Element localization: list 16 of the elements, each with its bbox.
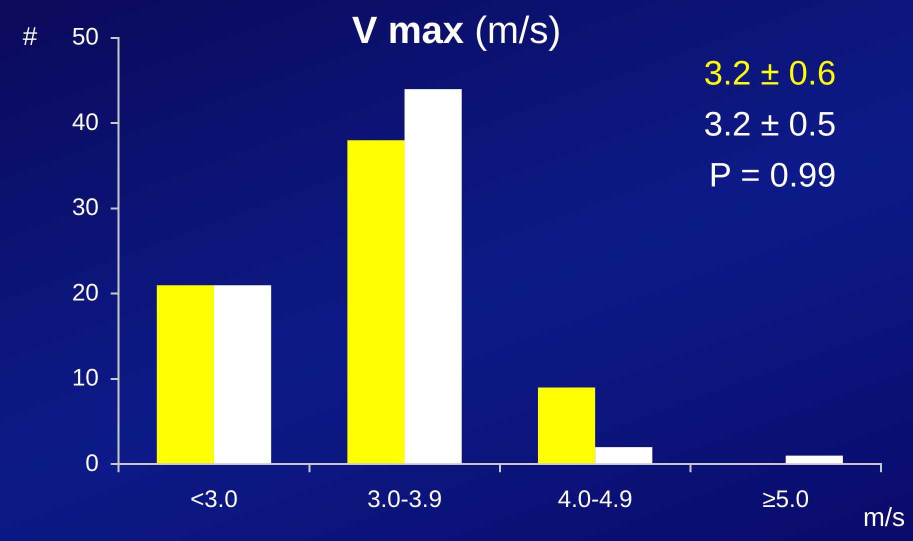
y-tick-label: 30 — [72, 194, 99, 222]
annotation: 3.2 ± 0.5 — [704, 105, 836, 144]
annotation: P = 0.99 — [709, 156, 836, 194]
x-tick-label: <3.0 — [190, 486, 238, 514]
y-tick-label: 10 — [72, 364, 99, 392]
y-tick-label: 20 — [72, 279, 99, 306]
y-tick-label: 0 — [85, 450, 99, 477]
chart-title: V max (m/s) — [352, 10, 562, 52]
y-tick-label: 50 — [72, 24, 99, 51]
y-axis-title: # — [22, 21, 38, 52]
x-tick-label: 4.0-4.9 — [558, 486, 632, 514]
x-axis-title: m/s — [863, 502, 905, 532]
y-tick-label: 40 — [72, 108, 99, 136]
x-tick-label: ≥5.0 — [762, 486, 809, 514]
x-tick-label: 3.0-3.9 — [367, 486, 442, 514]
annotation: 3.2 ± 0.6 — [704, 54, 836, 92]
